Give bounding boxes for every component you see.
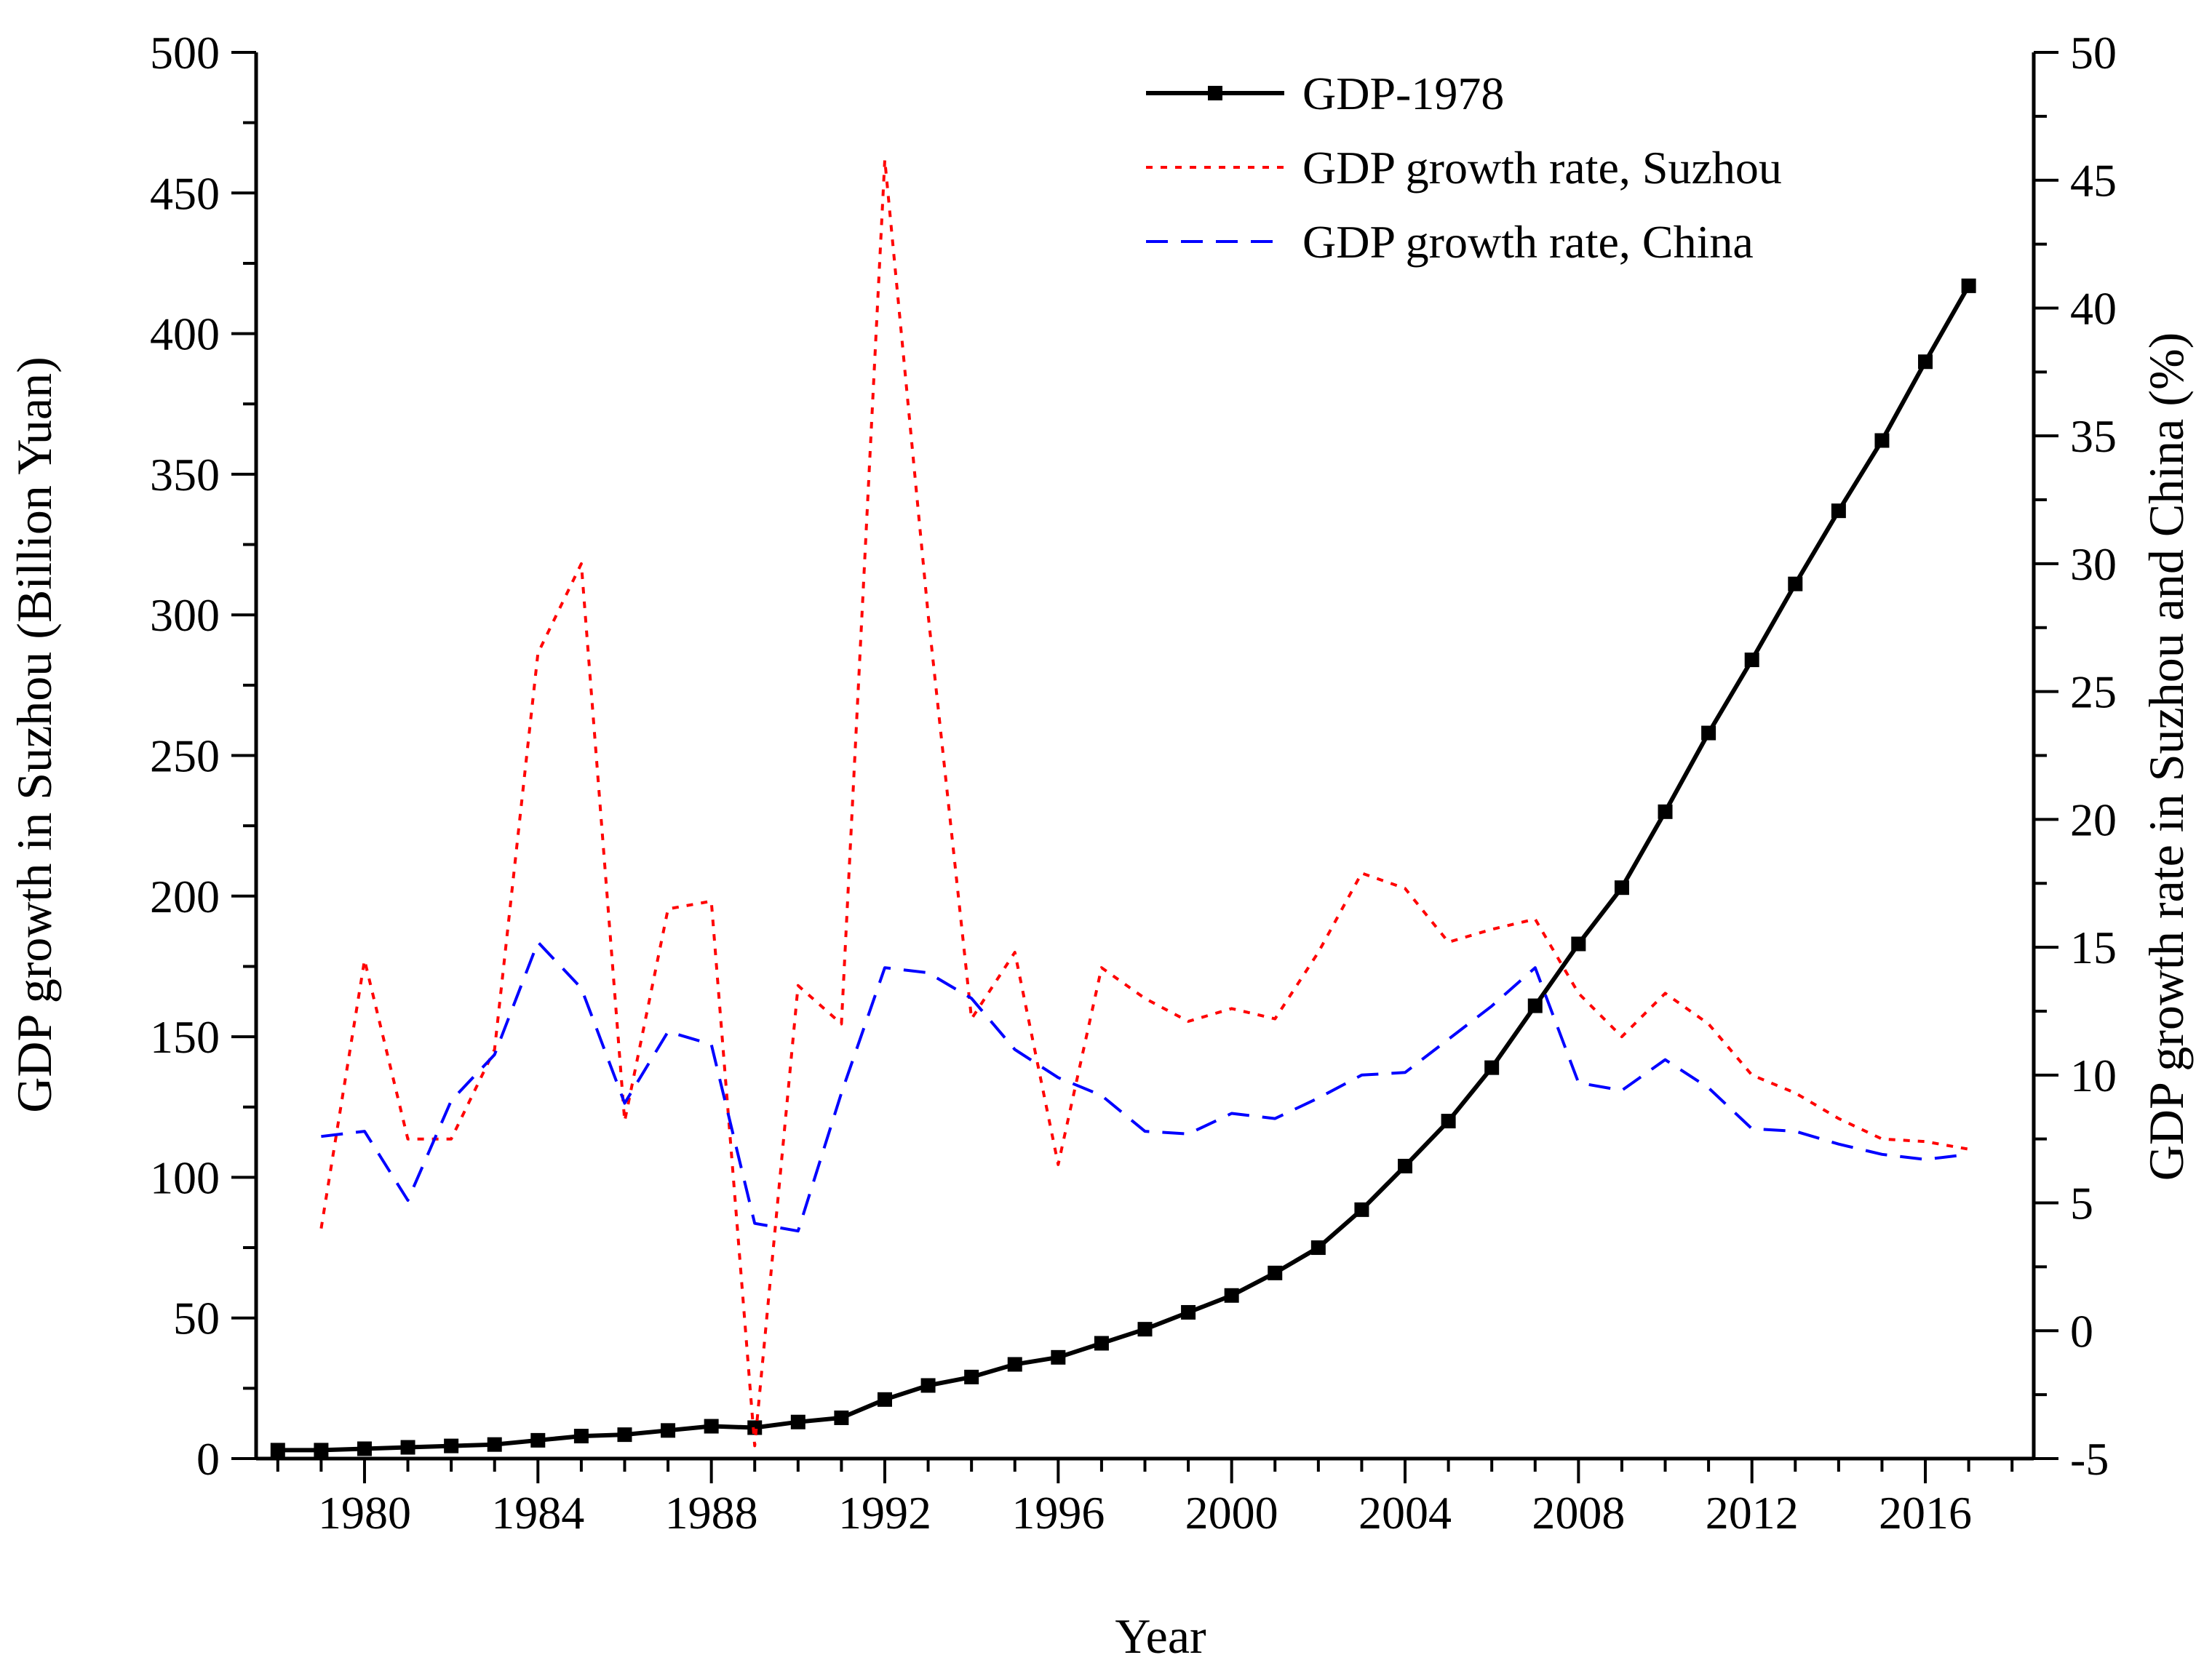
data-point-gdp	[1398, 1158, 1413, 1173]
right-y-tick-label: 40	[2070, 282, 2117, 334]
right-y-tick-label: 50	[2070, 27, 2117, 79]
right-y-axis-title: GDP growth rate in Suzhou and China (%)	[2139, 332, 2194, 1181]
data-point-gdp	[1310, 1240, 1326, 1256]
left-y-tick-label: 50	[173, 1293, 220, 1344]
right-y-tick-label: 0	[2070, 1305, 2093, 1357]
x-tick-label: 1988	[665, 1487, 758, 1539]
legend-label: GDP growth rate, Suzhou	[1302, 142, 1782, 194]
legend: GDP-1978 GDP growth rate, Suzhou GDP growt…	[1146, 68, 1782, 268]
data-point-gdp	[1614, 880, 1629, 896]
data-point-gdp	[444, 1438, 459, 1453]
right-y-tick-label: 35	[2070, 410, 2117, 462]
axes-layer: 1980 1984 1988 1992 1996 2000 2004 2008 2012 2016…	[150, 27, 2117, 1539]
x-tick-label: 2000	[1185, 1487, 1278, 1539]
left-y-tick-label: 400	[150, 308, 220, 360]
data-point-gdp	[314, 1443, 329, 1458]
data-point-gdp	[1874, 433, 1890, 448]
left-y-tick-label: 350	[150, 449, 220, 500]
left-y-tick-label: 450	[150, 167, 220, 219]
data-point-gdp	[487, 1437, 502, 1452]
left-y-tick-label: 200	[150, 871, 220, 922]
right-y-tick-label: 25	[2070, 666, 2117, 718]
x-tick-label: 1996	[1011, 1487, 1105, 1539]
data-point-gdp	[1658, 804, 1673, 819]
data-point-gdp	[1094, 1336, 1109, 1351]
left-y-axis-title: GDP growth in Suzhou (Billion Yuan)	[7, 356, 62, 1113]
data-point-gdp	[1007, 1357, 1022, 1372]
left-y-tick-label: 250	[150, 730, 220, 782]
series-layer	[270, 158, 1976, 1458]
right-y-tick-label: 15	[2070, 922, 2117, 973]
data-point-gdp	[1701, 725, 1716, 741]
left-y-tick-label: 500	[150, 27, 220, 79]
data-point-gdp	[920, 1378, 936, 1393]
data-point-gdp	[1268, 1265, 1283, 1280]
x-tick-label: 1992	[838, 1487, 931, 1539]
data-point-gdp	[270, 1443, 285, 1458]
data-point-gdp	[747, 1420, 763, 1435]
x-tick-label: 1980	[318, 1487, 411, 1539]
left-y-tick-label: 100	[150, 1152, 220, 1203]
data-point-gdp	[704, 1419, 719, 1434]
x-tick-label: 2008	[1532, 1487, 1625, 1539]
legend-label: GDP growth rate, China	[1302, 216, 1754, 268]
right-y-tick-label: -5	[2070, 1433, 2109, 1485]
series-line-2	[321, 941, 1969, 1233]
data-point-gdp	[964, 1369, 979, 1384]
data-point-gdp	[1051, 1349, 1066, 1365]
data-point-gdp	[1224, 1288, 1239, 1303]
data-point-gdp	[1137, 1322, 1153, 1337]
data-point-gdp	[357, 1441, 372, 1456]
data-point-gdp	[1961, 278, 1976, 293]
data-point-gdp	[1354, 1202, 1369, 1217]
left-y-tick-label: 150	[150, 1011, 220, 1063]
data-point-gdp	[617, 1427, 632, 1443]
series-line-0	[277, 284, 1971, 1453]
left-y-tick-label: 0	[196, 1433, 220, 1485]
data-point-gdp	[530, 1432, 546, 1448]
x-tick-label: 1984	[491, 1487, 584, 1539]
right-y-tick-label: 10	[2070, 1050, 2117, 1101]
data-point-gdp	[1484, 1060, 1500, 1075]
data-point-gdp	[834, 1410, 849, 1425]
legend-marker	[1208, 86, 1222, 100]
data-point-gdp	[1441, 1114, 1456, 1129]
data-point-gdp	[790, 1414, 805, 1429]
x-tick-label: 2004	[1358, 1487, 1452, 1539]
x-tick-label: 2016	[1879, 1487, 1972, 1539]
data-point-gdp	[661, 1423, 676, 1438]
data-point-gdp	[1181, 1304, 1196, 1320]
right-y-tick-label: 45	[2070, 155, 2117, 207]
left-y-tick-label: 300	[150, 589, 220, 641]
data-point-gdp	[1571, 936, 1586, 952]
data-point-gdp	[400, 1440, 415, 1455]
right-y-tick-label: 30	[2070, 538, 2117, 590]
data-point-gdp	[573, 1429, 589, 1444]
data-point-gdp	[877, 1392, 892, 1407]
data-point-gdp	[1918, 354, 1933, 370]
data-point-gdp	[1831, 503, 1846, 519]
x-tick-label: 2012	[1706, 1487, 1799, 1539]
data-point-gdp	[1744, 653, 1759, 668]
data-point-gdp	[1527, 998, 1543, 1013]
right-y-tick-label: 20	[2070, 794, 2117, 845]
right-y-tick-label: 5	[2070, 1178, 2093, 1229]
legend-label: GDP-1978	[1302, 68, 1504, 119]
x-axis-title: Year	[1115, 1608, 1206, 1664]
series-line-1	[319, 158, 1969, 1448]
data-point-gdp	[1788, 576, 1803, 591]
